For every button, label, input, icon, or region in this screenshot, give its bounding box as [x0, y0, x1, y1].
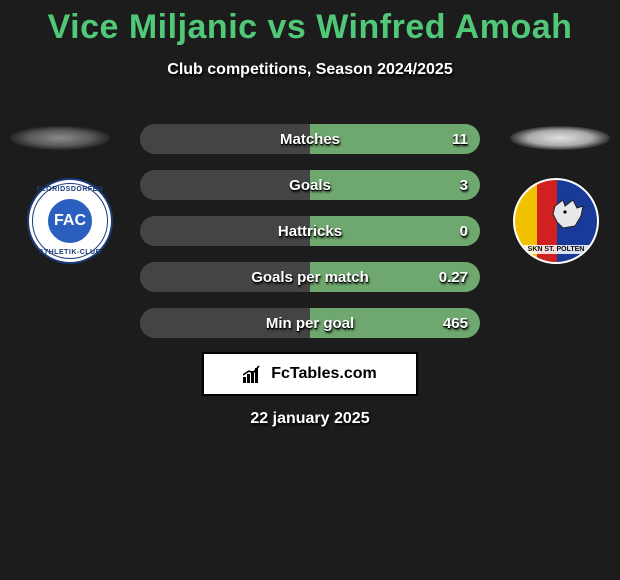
fac-badge: FLORIDSDORFER FAC ATHLETIK-CLUB: [27, 178, 113, 264]
fctables-text: FcTables.com: [271, 365, 377, 383]
club-badge-left: FLORIDSDORFER FAC ATHLETIK-CLUB: [27, 178, 113, 264]
stat-row: Matches11: [140, 124, 480, 154]
stat-value: 0: [460, 216, 468, 246]
stat-row: Hattricks0: [140, 216, 480, 246]
stat-value: 465: [443, 308, 468, 338]
skn-badge: SKN ST. PÖLTEN: [513, 178, 599, 264]
stat-label: Goals: [140, 170, 480, 200]
player-right-dot: [510, 126, 610, 150]
stat-label: Matches: [140, 124, 480, 154]
bar-chart-icon: [243, 365, 265, 383]
club-badge-right: SKN ST. PÖLTEN: [513, 178, 599, 264]
fac-badge-bottom-text: ATHLETIK-CLUB: [29, 249, 111, 256]
stat-label: Min per goal: [140, 308, 480, 338]
date-text: 22 january 2025: [0, 410, 620, 428]
skn-badge-label: SKN ST. PÖLTEN: [515, 245, 597, 254]
stat-row: Goals3: [140, 170, 480, 200]
page-title: Vice Miljanic vs Winfred Amoah: [0, 0, 620, 47]
wolf-icon: [547, 194, 591, 238]
stat-label: Goals per match: [140, 262, 480, 292]
stat-label: Hattricks: [140, 216, 480, 246]
stat-row: Goals per match0.27: [140, 262, 480, 292]
subtitle: Club competitions, Season 2024/2025: [0, 61, 620, 79]
stat-row: Min per goal465: [140, 308, 480, 338]
stats-panel: Matches11 Goals3 Hattricks0 Goals per match…: [140, 124, 480, 354]
player-left-dot: [10, 126, 110, 150]
stat-value: 3: [460, 170, 468, 200]
fctables-watermark: FcTables.com: [202, 352, 418, 396]
fac-badge-top-text: FLORIDSDORFER: [29, 186, 111, 193]
stat-value: 11: [452, 124, 468, 154]
stat-value: 0.27: [439, 262, 468, 292]
